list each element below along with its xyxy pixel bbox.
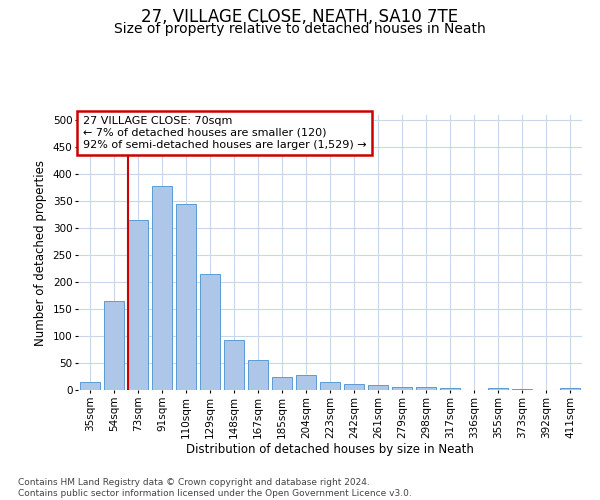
Text: 27 VILLAGE CLOSE: 70sqm
← 7% of detached houses are smaller (120)
92% of semi-de: 27 VILLAGE CLOSE: 70sqm ← 7% of detached… [83, 116, 367, 150]
Bar [80, 382, 100, 390]
Text: 27, VILLAGE CLOSE, NEATH, SA10 7TE: 27, VILLAGE CLOSE, NEATH, SA10 7TE [142, 8, 458, 26]
Bar [104, 301, 124, 390]
Bar [296, 375, 316, 390]
Bar [272, 376, 292, 390]
Bar [488, 388, 508, 390]
Text: Size of property relative to detached houses in Neath: Size of property relative to detached ho… [114, 22, 486, 36]
Y-axis label: Number of detached properties: Number of detached properties [34, 160, 47, 346]
X-axis label: Distribution of detached houses by size in Neath: Distribution of detached houses by size … [186, 443, 474, 456]
Bar [440, 388, 460, 390]
Text: Contains HM Land Registry data © Crown copyright and database right 2024.
Contai: Contains HM Land Registry data © Crown c… [18, 478, 412, 498]
Bar [392, 387, 412, 390]
Bar [176, 204, 196, 390]
Bar [224, 340, 244, 390]
Bar [416, 388, 436, 390]
Bar [248, 360, 268, 390]
Bar [152, 186, 172, 390]
Bar [320, 382, 340, 390]
Bar [128, 220, 148, 390]
Bar [200, 274, 220, 390]
Bar [344, 384, 364, 390]
Bar [560, 388, 580, 390]
Bar [368, 384, 388, 390]
